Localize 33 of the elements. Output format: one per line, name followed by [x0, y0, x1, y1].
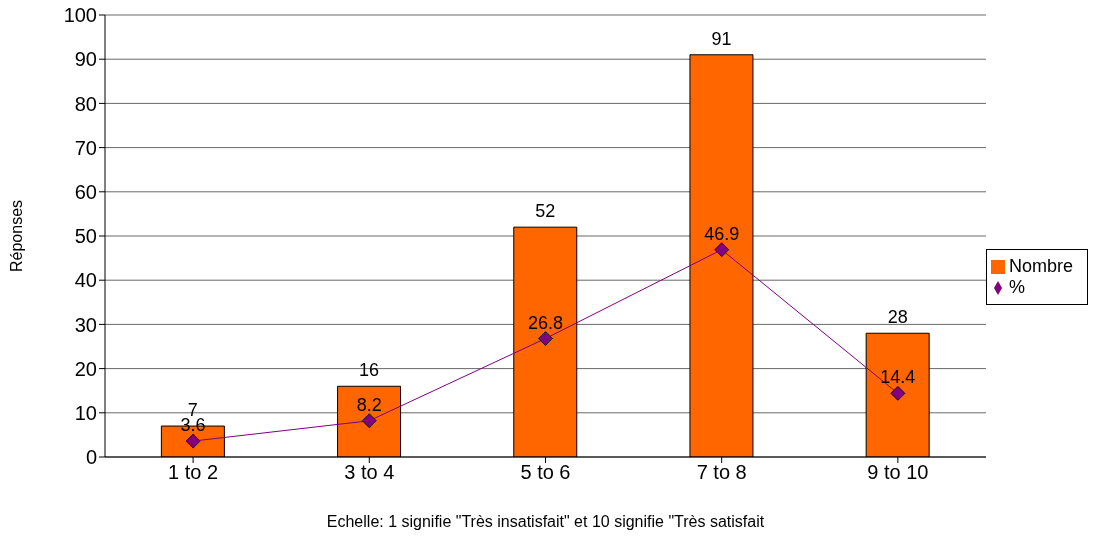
x-tick-label: 3 to 4: [344, 461, 395, 484]
data-label: 28: [887, 307, 908, 328]
y-tick-label: 20: [74, 357, 97, 380]
y-axis-title: Réponses: [7, 199, 25, 273]
legend-label: Nombre: [1008, 255, 1073, 276]
point: [714, 242, 730, 258]
x-axis-title: Echelle: 1 signifie "Très insatisfait" et 10 signifie "Très satisfait: [326, 513, 765, 530]
x-tick-label: 7 to 8: [696, 461, 747, 484]
data-label: 16: [359, 360, 380, 381]
y-tick-label: 10: [74, 401, 97, 424]
y-tick-label: 30: [74, 313, 97, 336]
data-label: 52: [535, 201, 556, 222]
point: [185, 433, 201, 449]
data-label: 8.2: [356, 394, 382, 415]
x-tick-label: 1 to 2: [168, 461, 219, 484]
y-tick-label: 0: [85, 446, 97, 469]
y-tick-label: 100: [63, 4, 97, 27]
y-tick-label: 50: [74, 225, 97, 248]
data-label: 46.9: [704, 223, 740, 244]
y-tick-label: 70: [74, 136, 97, 159]
x-tick-label: 5 to 6: [520, 461, 571, 484]
x-tick-label: 9 to 10: [867, 461, 929, 484]
data-label: 14.4: [880, 367, 916, 388]
y-tick-label: 40: [74, 269, 97, 292]
y-tick-label: 80: [74, 92, 97, 115]
data-label: 91: [711, 28, 732, 49]
y-tick-label: 60: [74, 180, 97, 203]
point: [890, 385, 906, 401]
legend-label: %: [1008, 276, 1025, 297]
point: [361, 413, 377, 429]
data-label: 26.8: [527, 312, 564, 333]
y-tick-label: 90: [74, 48, 97, 71]
point: [538, 331, 553, 346]
